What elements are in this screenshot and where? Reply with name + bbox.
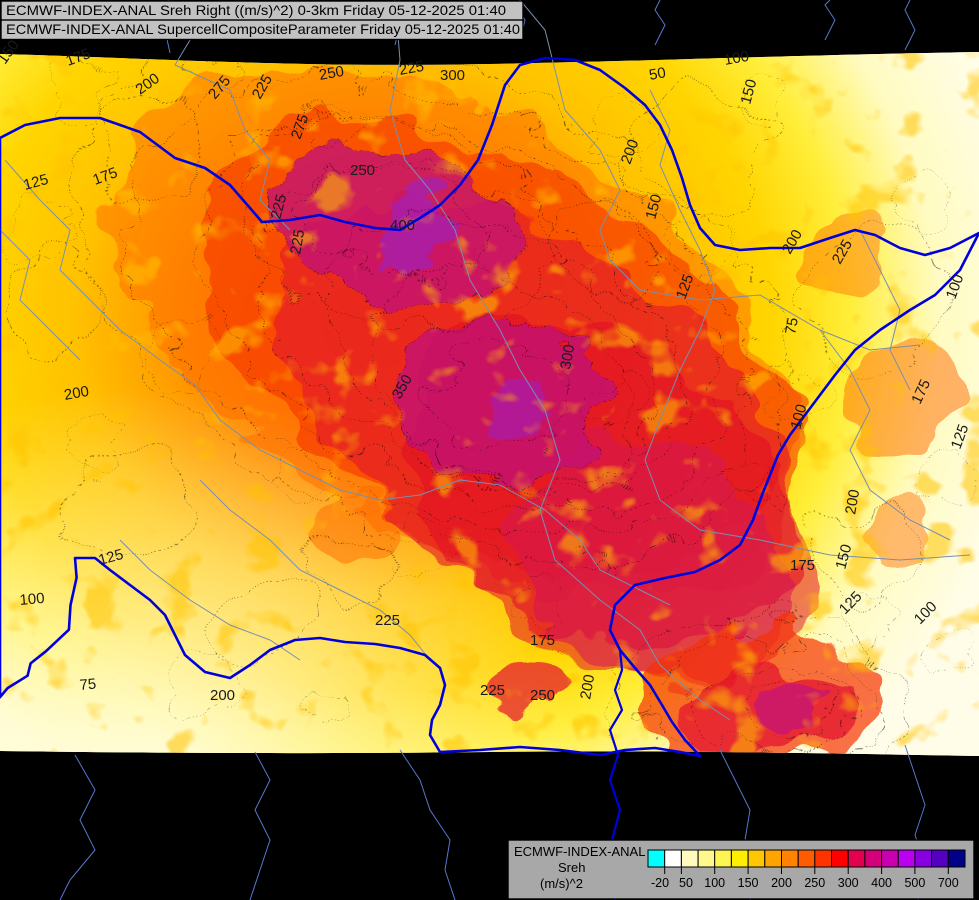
svg-text:250: 250 bbox=[350, 162, 375, 179]
svg-text:150: 150 bbox=[738, 876, 759, 890]
svg-text:225: 225 bbox=[480, 682, 505, 699]
svg-text:75: 75 bbox=[79, 676, 97, 694]
svg-text:175: 175 bbox=[530, 632, 555, 649]
svg-text:ECMWF-INDEX-ANAL Sreh Right ((: ECMWF-INDEX-ANAL Sreh Right ((m/s)^2) 0-… bbox=[6, 2, 506, 18]
svg-text:200: 200 bbox=[771, 876, 792, 890]
svg-text:50: 50 bbox=[679, 876, 693, 890]
svg-text:500: 500 bbox=[904, 876, 925, 890]
svg-text:250: 250 bbox=[804, 876, 825, 890]
svg-text:75: 75 bbox=[782, 316, 802, 335]
svg-text:300: 300 bbox=[838, 876, 859, 890]
svg-text:ECMWF-INDEX-ANAL: ECMWF-INDEX-ANAL bbox=[514, 844, 645, 859]
svg-text:-20: -20 bbox=[651, 876, 669, 890]
svg-text:100: 100 bbox=[19, 590, 45, 609]
svg-text:200: 200 bbox=[210, 687, 235, 704]
svg-text:300: 300 bbox=[440, 67, 465, 84]
svg-text:(m/s)^2: (m/s)^2 bbox=[540, 876, 583, 891]
svg-text:400: 400 bbox=[390, 217, 415, 234]
svg-text:250: 250 bbox=[530, 687, 555, 704]
svg-text:50: 50 bbox=[648, 64, 667, 84]
svg-text:700: 700 bbox=[938, 876, 959, 890]
svg-text:225: 225 bbox=[375, 612, 400, 629]
svg-text:175: 175 bbox=[790, 557, 815, 574]
svg-text:Sreh: Sreh bbox=[558, 860, 585, 875]
svg-text:ECMWF-INDEX-ANAL SupercellComp: ECMWF-INDEX-ANAL SupercellCompositeParam… bbox=[6, 21, 520, 37]
svg-text:100: 100 bbox=[704, 876, 725, 890]
svg-text:400: 400 bbox=[871, 876, 892, 890]
